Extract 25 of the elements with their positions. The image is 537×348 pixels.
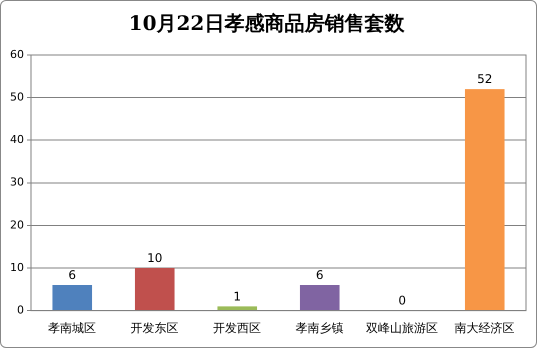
y-tick-label: 50	[10, 90, 24, 104]
data-label: 52	[477, 72, 492, 86]
chart-title: 10月22日孝感商品房销售套数	[128, 11, 406, 36]
x-tick-label: 开发东区	[130, 320, 179, 335]
bar	[464, 89, 505, 310]
x-tick-label: 开发西区	[213, 320, 262, 335]
bar	[300, 285, 340, 310]
x-tick-label: 双峰山旅游区	[366, 320, 438, 335]
y-tick-label: 20	[10, 218, 24, 232]
y-tick-label: 0	[16, 303, 24, 316]
y-tick-label: 30	[10, 176, 24, 189]
data-label: 10	[147, 251, 162, 266]
bar	[134, 268, 175, 310]
data-label: 6	[316, 268, 324, 282]
data-label: 1	[233, 289, 242, 304]
y-tick-label: 10	[10, 260, 24, 274]
data-label: 0	[398, 294, 406, 308]
y-tick-label: 40	[10, 133, 24, 146]
data-label: 6	[68, 268, 76, 282]
x-tick-label: 南大经济区	[454, 320, 515, 335]
bar	[52, 285, 92, 310]
x-tick-label: 孝南乡镇	[296, 320, 344, 335]
x-tick-label: 孝南城区	[48, 320, 96, 335]
y-tick-label: 60	[10, 48, 24, 61]
bar	[217, 306, 258, 310]
